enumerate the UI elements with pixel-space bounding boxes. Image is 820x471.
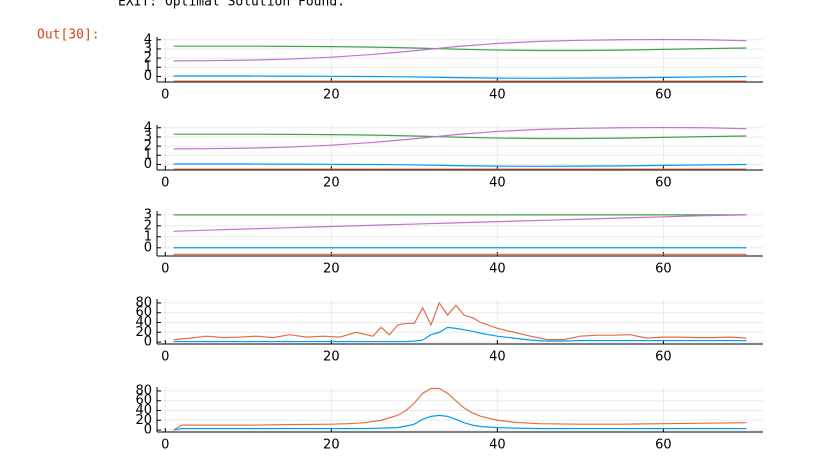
y-tick-label: 0 (144, 240, 152, 255)
x-tick-label: 20 (323, 350, 340, 365)
y-tick-label: 20 (135, 325, 152, 340)
series-line (173, 126, 747, 150)
y-tick-label: 3 (144, 207, 152, 222)
series-line (173, 414, 747, 431)
y-tick-label: 20 (135, 413, 152, 428)
y-tick-label: 60 (135, 305, 152, 320)
solver-status: EXIT: Optimal Solution Found. (118, 0, 345, 10)
x-tick-label: 40 (489, 262, 506, 277)
series-line (173, 75, 747, 79)
y-tick-label: 2 (144, 51, 152, 66)
x-tick-label: 20 (323, 262, 340, 277)
y-tick-label: 0 (144, 423, 152, 438)
x-tick-label: 20 (323, 438, 340, 453)
series-line (173, 45, 747, 52)
x-tick-label: 0 (161, 262, 169, 277)
y-tick-label: 2 (144, 218, 152, 233)
y-tick-label: 40 (135, 403, 152, 418)
x-tick-label: 0 (161, 438, 169, 453)
x-tick-label: 0 (161, 350, 169, 365)
y-tick-label: 1 (144, 60, 152, 75)
y-tick-label: 3 (144, 129, 152, 144)
series-line (173, 387, 747, 431)
x-tick-label: 0 (161, 176, 169, 191)
y-tick-label: 80 (135, 295, 152, 310)
x-tick-label: 20 (323, 176, 340, 191)
output-prompt: Out[30]: (37, 28, 100, 43)
y-tick-label: 0 (144, 335, 152, 350)
y-tick-label: 0 (144, 157, 152, 172)
y-tick-label: 1 (144, 229, 152, 244)
y-tick-label: 2 (144, 139, 152, 154)
y-tick-label: 80 (135, 383, 152, 398)
series-line (173, 38, 747, 62)
y-tick-label: 3 (144, 41, 152, 56)
x-tick-label: 20 (323, 88, 340, 103)
y-tick-label: 4 (144, 32, 152, 47)
y-tick-label: 4 (144, 120, 152, 135)
x-tick-label: 60 (655, 438, 672, 453)
x-tick-label: 60 (655, 176, 672, 191)
y-tick-label: 0 (144, 69, 152, 84)
x-tick-label: 60 (655, 88, 672, 103)
series-line (173, 133, 747, 140)
series-line (173, 326, 747, 343)
series-line (173, 214, 747, 232)
y-tick-label: 60 (135, 393, 152, 408)
x-tick-label: 40 (489, 176, 506, 191)
x-tick-label: 60 (655, 262, 672, 277)
series-line (173, 301, 747, 341)
x-tick-label: 40 (489, 350, 506, 365)
series-line (173, 163, 747, 167)
x-tick-label: 60 (655, 350, 672, 365)
x-tick-label: 40 (489, 88, 506, 103)
y-tick-label: 40 (135, 315, 152, 330)
x-tick-label: 0 (161, 88, 169, 103)
y-tick-label: 1 (144, 148, 152, 163)
x-tick-label: 40 (489, 438, 506, 453)
